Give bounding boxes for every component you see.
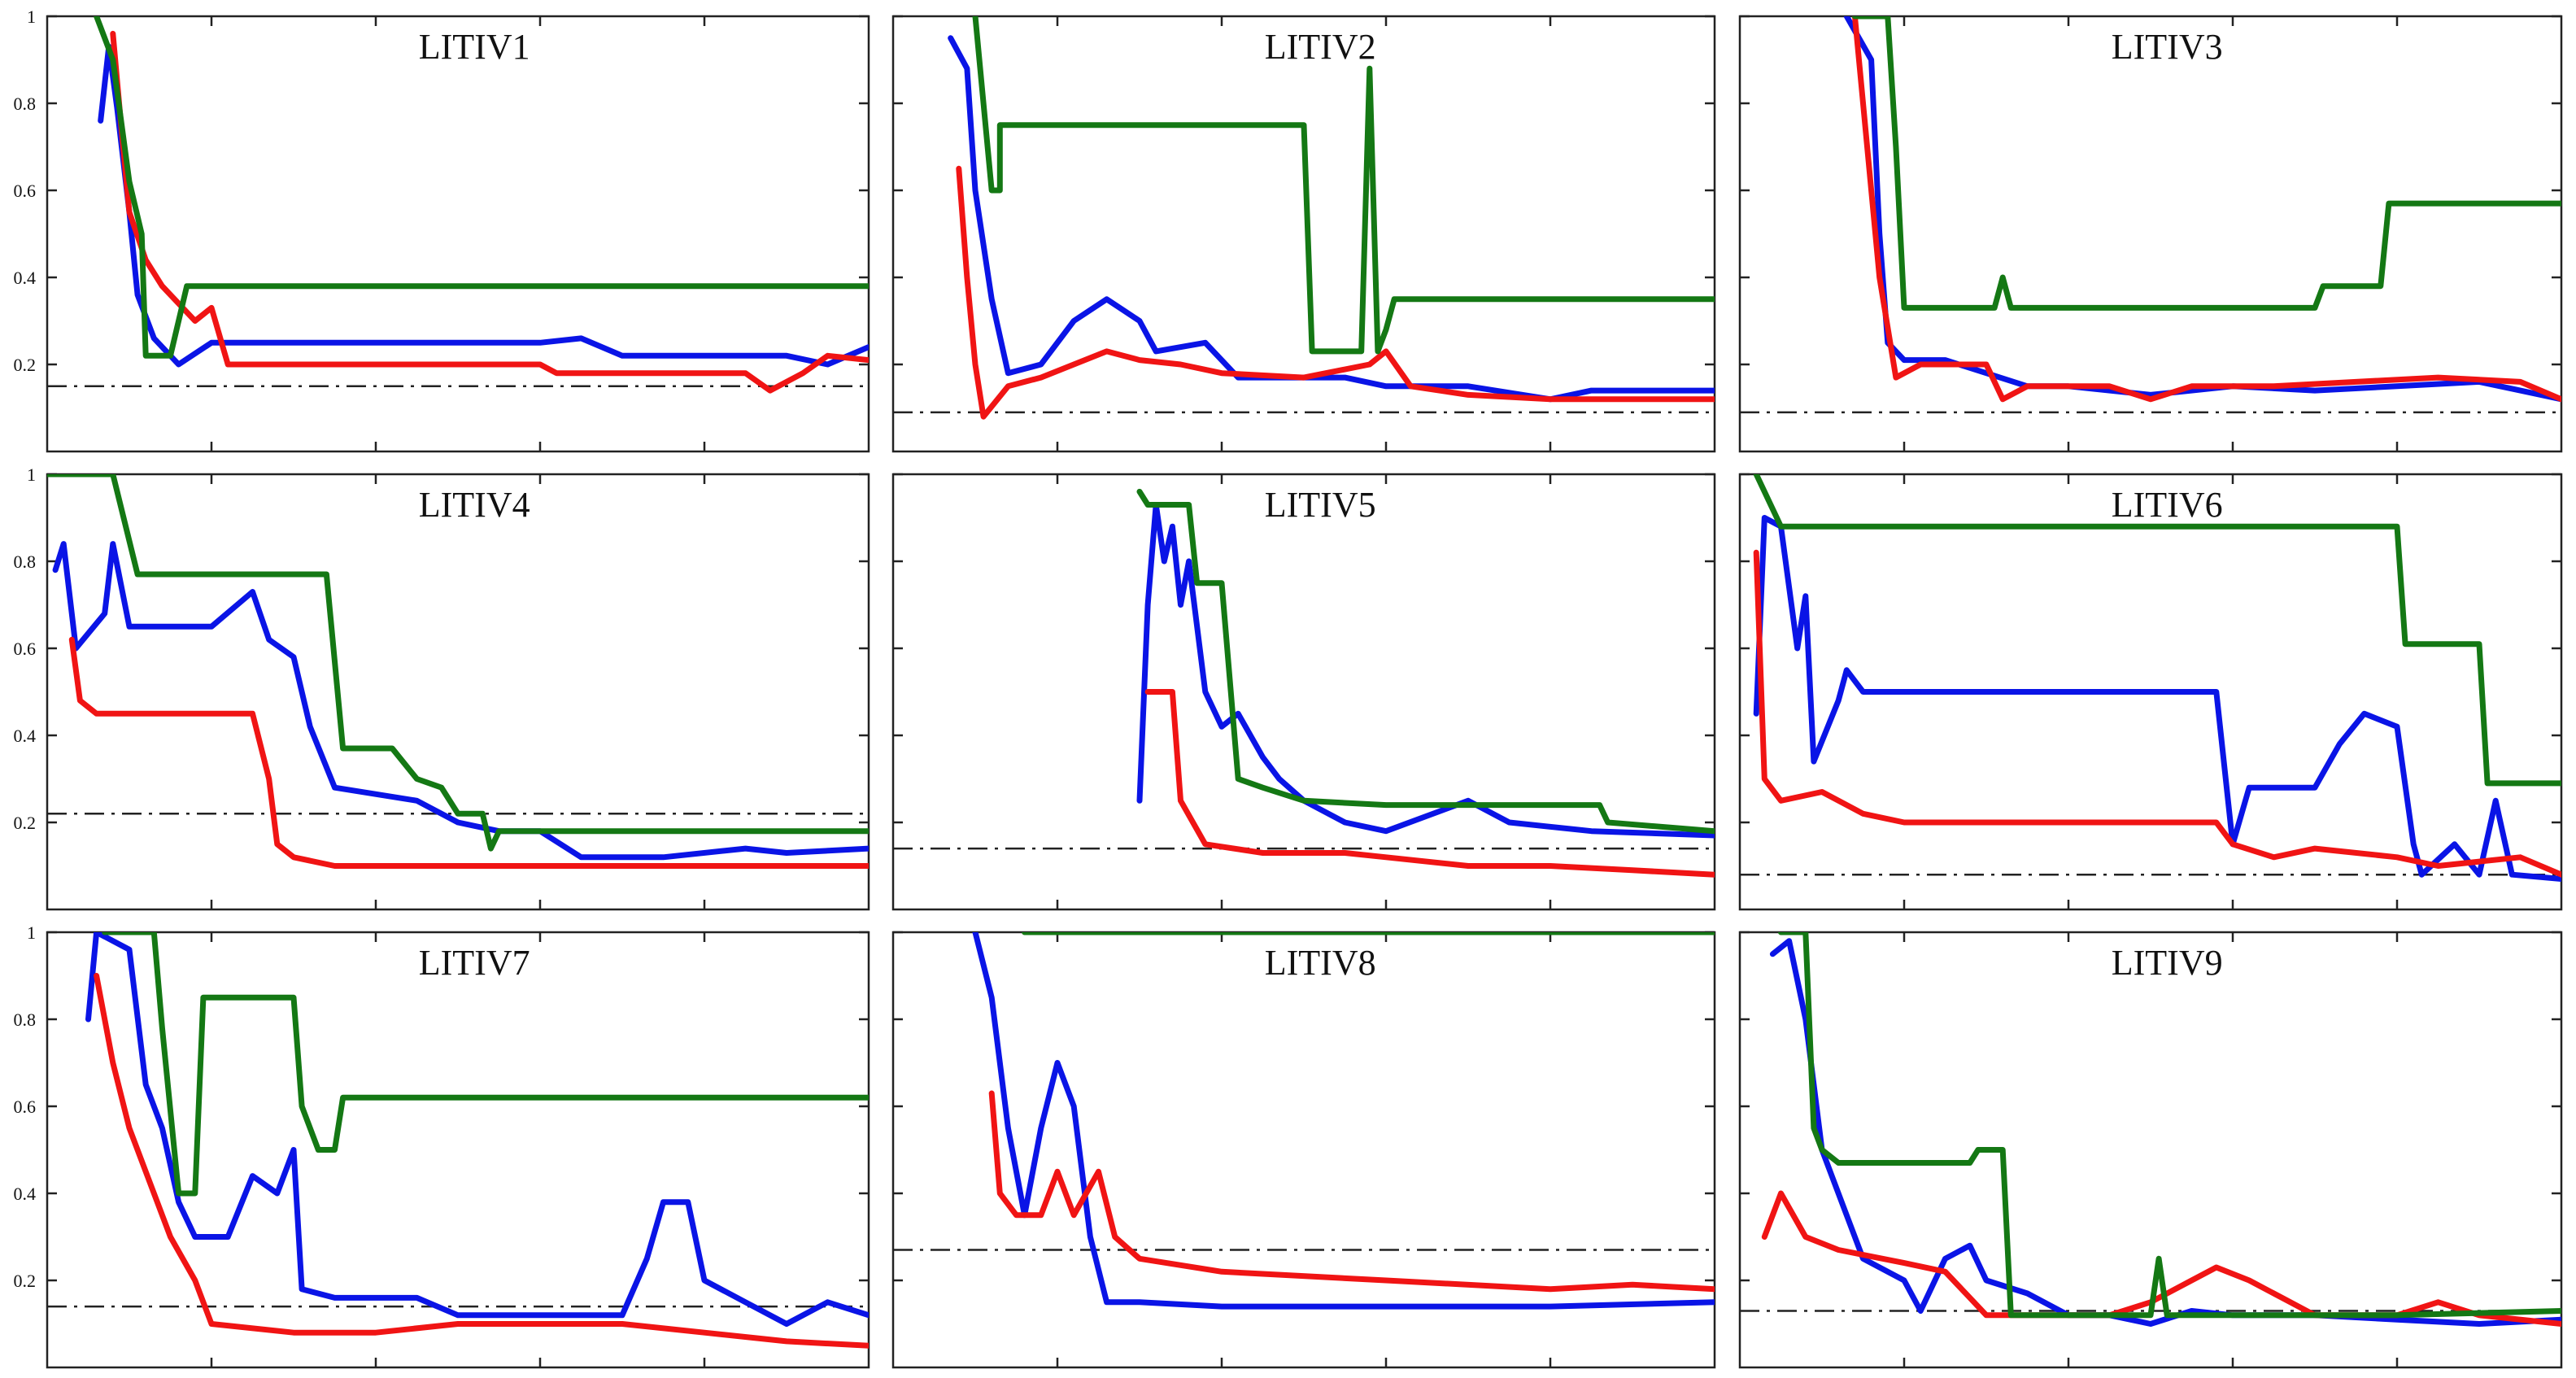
panel-litiv6: LITIV6: [1738, 473, 2563, 911]
series-red: [1144, 689, 1715, 878]
plot-frame: [891, 931, 1716, 1369]
series-blue: [948, 35, 1715, 403]
series-blue: [1136, 502, 1715, 839]
series-red: [1753, 549, 2561, 878]
panel-title: LITIV1: [419, 27, 530, 67]
panel-title: LITIV8: [1265, 943, 1376, 983]
panel-title: LITIV9: [2112, 943, 2223, 983]
series-blue: [1769, 938, 2561, 1327]
series-red: [94, 973, 869, 1349]
series-red: [956, 165, 1715, 420]
series-green: [102, 932, 869, 1197]
panel-litiv5: LITIV5: [891, 473, 1716, 911]
y-tick-label: 0.4: [14, 268, 37, 288]
panel-title: LITIV5: [1265, 485, 1376, 525]
series-red: [1851, 16, 2561, 403]
series-green: [1136, 488, 1715, 835]
y-tick-label: 0.6: [14, 1097, 37, 1117]
panel-title: LITIV2: [1265, 27, 1376, 67]
y-tick-label: 0.4: [14, 726, 37, 746]
panel-litiv8: LITIV8: [891, 931, 1716, 1369]
series-red: [110, 30, 869, 394]
series-blue: [85, 932, 869, 1327]
y-tick-label: 0.6: [14, 181, 37, 201]
panel-litiv7: 0.2 0.4 0.6 0.8 1 LITIV7: [14, 922, 870, 1369]
series-blue: [1843, 16, 2561, 403]
y-tick-label: 1: [27, 922, 36, 943]
panel-title: LITIV6: [2112, 485, 2223, 525]
panel-litiv3: LITIV3: [1738, 15, 2563, 453]
y-tick-label: 0.4: [14, 1184, 37, 1204]
plot-frame: [46, 15, 870, 453]
series-green: [94, 16, 869, 359]
series-green: [1778, 932, 2561, 1319]
panel-litiv2: LITIV2: [891, 15, 1716, 453]
series-blue: [52, 541, 869, 861]
series-green: [47, 474, 869, 852]
panel-litiv4: 0.2 0.4 0.6 0.8 1 LITIV4: [14, 464, 870, 911]
panel-litiv9: LITIV9: [1738, 931, 2563, 1369]
y-tick-label: 0.8: [14, 94, 37, 114]
panel-title: LITIV4: [419, 485, 530, 525]
panel-litiv1: 0.2 0.4 0.6 0.8 1 LITIV1: [14, 7, 870, 453]
series-red: [988, 1090, 1715, 1293]
plot-frame: [46, 473, 870, 911]
panel-title: LITIV7: [419, 943, 530, 983]
plot-frame: [46, 931, 870, 1369]
plot-frame: [891, 473, 1716, 911]
panel-title: LITIV3: [2112, 27, 2223, 67]
y-tick-label: 0.6: [14, 639, 37, 659]
y-tick-label: 0.2: [14, 1271, 37, 1291]
plot-frame: [1738, 931, 2563, 1369]
plot-frame: [1738, 15, 2563, 453]
series-green: [972, 16, 1715, 355]
y-tick-label: 1: [27, 464, 36, 485]
y-tick-label: 1: [27, 7, 36, 27]
y-tick-label: 0.8: [14, 552, 37, 572]
series-blue: [972, 932, 1715, 1310]
series-red: [68, 636, 869, 869]
plot-frame: [891, 15, 1716, 453]
series-green: [1753, 474, 2561, 787]
plot-frame: [1738, 473, 2563, 911]
series-blue: [1753, 515, 2561, 882]
series-green: [1851, 16, 2561, 311]
y-tick-label: 0.2: [14, 355, 37, 375]
y-tick-label: 0.8: [14, 1010, 37, 1030]
y-tick-label: 0.2: [14, 813, 37, 833]
